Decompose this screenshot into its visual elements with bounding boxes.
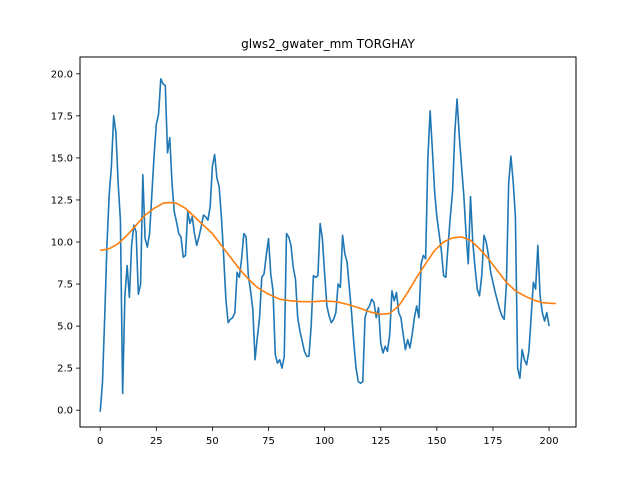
x-axis: 0 25 50 75 100 125 150 175 200	[97, 427, 559, 447]
y-tick-label: 17.5	[51, 111, 73, 122]
series-layer	[99, 78, 556, 412]
y-axis: 0.0 2.5 5.0 7.5 10.0 12.5 15.0 17.5 20.0	[51, 69, 80, 417]
plot-frame	[79, 56, 577, 428]
series-line-0	[99, 78, 550, 412]
y-tick-label: 5.0	[57, 322, 73, 333]
x-tick-label: 50	[206, 436, 219, 447]
y-tick-label: 7.5	[57, 280, 73, 291]
x-tick-label: 125	[371, 436, 390, 447]
y-tick-label: 2.5	[57, 364, 73, 375]
x-tick-label: 150	[427, 436, 446, 447]
x-tick-label: 100	[315, 436, 334, 447]
y-tick-label: 20.0	[51, 69, 73, 80]
y-tick-label: 12.5	[51, 195, 73, 206]
x-tick-label: 75	[262, 436, 275, 447]
y-tick-label: 0.0	[57, 406, 73, 417]
x-tick-label: 200	[540, 436, 559, 447]
x-tick-label: 175	[483, 436, 502, 447]
x-tick-label: 0	[97, 436, 103, 447]
y-tick-label: 15.0	[51, 153, 73, 164]
chart-title: glws2_gwater_mm TORGHAY	[241, 37, 415, 51]
series-line-1	[100, 201, 556, 316]
x-tick-label: 25	[150, 436, 163, 447]
y-tick-label: 10.0	[51, 238, 73, 249]
